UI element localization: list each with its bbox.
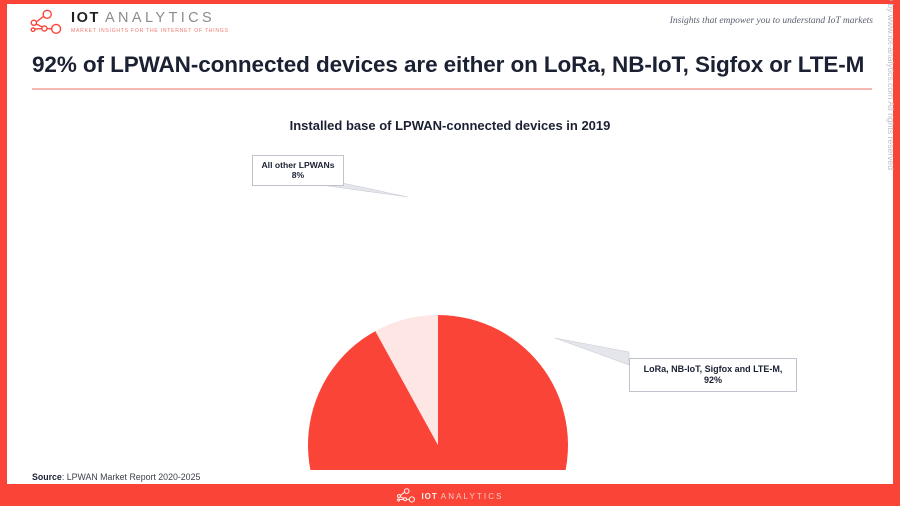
callout-lora-nbiot-sigfox-ltem: LoRa, NB-IoT, Sigfox and LTE-M, 92% — [629, 358, 797, 392]
pie-slice-all-other-lpwans — [375, 315, 438, 445]
source-note: Source: LPWAN Market Report 2020-2025 — [32, 472, 200, 482]
title-divider — [32, 88, 872, 90]
frame-left-stripe — [0, 0, 7, 506]
iot-analytics-logo-icon — [29, 9, 63, 35]
copyright-note: Copyright © 2020 by www.iot-analytics.co… — [886, 0, 896, 170]
footer-bar: IOT ANALYTICS — [0, 484, 900, 506]
footer-brand-logo: IOT ANALYTICS — [396, 486, 503, 504]
slide-header: IOT ANALYTICS MARKET INSIGHTS FOR THE INT… — [7, 4, 893, 42]
callout-all-other-lpwans: All other LPWANs 8% — [252, 155, 344, 186]
source-label: Source — [32, 472, 62, 482]
footer-logo-iot: IOT — [421, 492, 438, 501]
footer-logo-analytics: ANALYTICS — [440, 492, 504, 501]
callout-right-line1: LoRa, NB-IoT, Sigfox and LTE-M, — [643, 364, 783, 374]
header-tagline: Insights that empower you to understand … — [669, 16, 873, 26]
brand-logo-text: IOT ANALYTICS MARKET INSIGHTS FOR THE INT… — [71, 10, 229, 34]
frame-top-stripe — [0, 0, 900, 4]
page-title: 92% of LPWAN-connected devices are eithe… — [32, 52, 865, 77]
leader-line-right — [554, 337, 630, 366]
callout-left-line1: All other LPWANs — [261, 160, 335, 170]
callout-right-line2: 92% — [703, 374, 722, 385]
brand-logo-tagline: MARKET INSIGHTS FOR THE INTERNET OF THIN… — [71, 27, 229, 34]
source-text: : LPWAN Market Report 2020-2025 — [61, 472, 201, 482]
brand-logo: IOT ANALYTICS MARKET INSIGHTS FOR THE INT… — [29, 9, 229, 35]
frame-right-stripe — [893, 0, 900, 506]
callout-left-line2: 8% — [291, 170, 305, 181]
footer-iot-analytics-logo-icon — [396, 487, 416, 503]
brand-logo-iot: IOT — [71, 9, 100, 26]
pie-slice-lora-nbiot-sigfox-ltem — [308, 315, 568, 470]
pie-chart — [0, 140, 900, 470]
chart-title: Installed base of LPWAN-connected device… — [289, 118, 611, 133]
brand-logo-analytics: ANALYTICS — [104, 9, 216, 26]
